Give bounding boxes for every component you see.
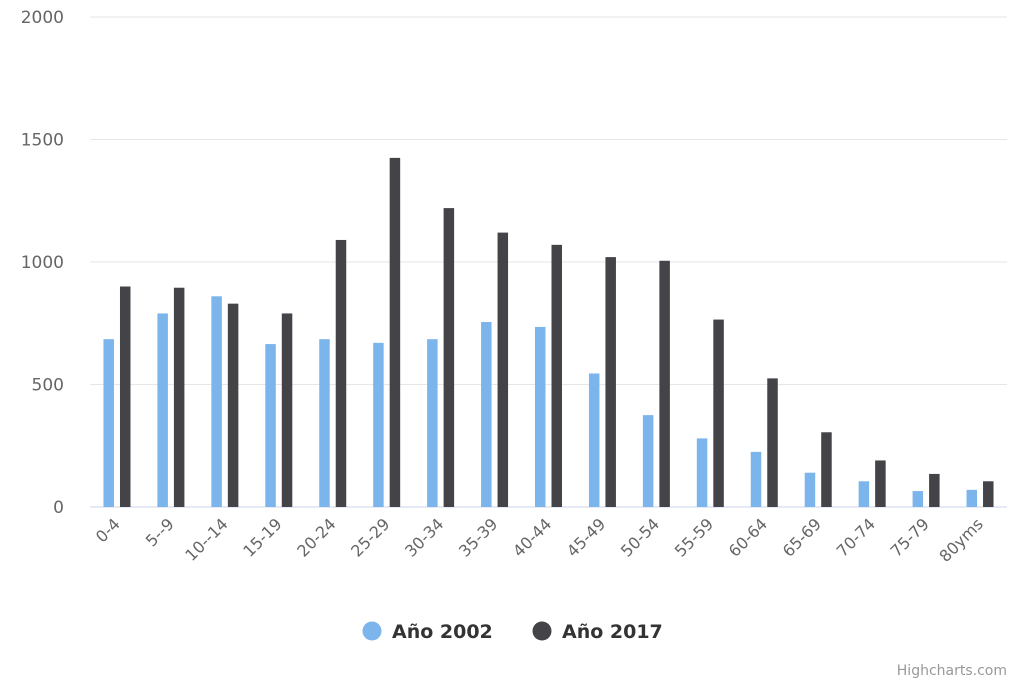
bar-2017-55-59[interactable] [713, 319, 724, 507]
x-tick-label: 80yms [935, 514, 986, 565]
bar-2017-75-79[interactable] [929, 473, 940, 507]
bar-2002-50-54[interactable] [642, 415, 654, 507]
bar-2017-70-74[interactable] [875, 460, 886, 507]
x-tick-label: 20-24 [293, 514, 339, 560]
bar-2017-50-54[interactable] [659, 260, 670, 507]
x-tick-label: 10--14 [181, 514, 231, 564]
bar-2017-45-49[interactable] [605, 257, 616, 507]
x-tick-label: 0-4 [92, 514, 124, 546]
bar-2017-20-24[interactable] [335, 239, 347, 507]
grid-lines [90, 16, 1007, 508]
x-tick-label: 25-29 [347, 514, 393, 560]
bar-2002-40-44[interactable] [535, 326, 546, 507]
y-tick-label: 0 [53, 498, 64, 518]
bar-2002-60-64[interactable] [750, 451, 762, 507]
bar-2002-15-19[interactable] [265, 344, 276, 507]
bar-2002-80yms[interactable] [966, 489, 978, 507]
bar-2017-65-69[interactable] [821, 432, 832, 507]
bar-2017-40-44[interactable] [551, 244, 563, 507]
bar-2002-45-49[interactable] [588, 373, 600, 507]
x-tick-label: 5--9 [142, 514, 178, 550]
bar-2017-10--14[interactable] [227, 303, 239, 507]
bar-2017-15-19[interactable] [281, 313, 293, 507]
x-tick-label: 30-34 [401, 514, 447, 560]
credits-link[interactable]: Highcharts.com [897, 663, 1007, 679]
legend-item-2002[interactable]: Año 2002 [362, 621, 493, 643]
bars [103, 157, 994, 508]
bar-2002-25-29[interactable] [373, 342, 384, 507]
x-axis-labels: 0-4 5--9 10--14 15-19 20-24 25-29 30-34 35-39 40… [92, 514, 987, 565]
y-axis-labels: 0 500 1000 1500 2000 [21, 8, 64, 518]
bar-2002-70-74[interactable] [858, 481, 870, 507]
y-tick-label: 1500 [21, 131, 64, 151]
x-tick-label: 45-49 [563, 514, 609, 560]
x-tick-label: 40-44 [509, 514, 555, 560]
bar-2002-5--9[interactable] [157, 313, 168, 507]
bar-2002-75-79[interactable] [912, 491, 924, 507]
x-tick-label: 55-59 [671, 514, 717, 560]
legend[interactable]: Año 2002 Año 2017 [362, 621, 663, 643]
bar-2002-55-59[interactable] [696, 438, 708, 507]
bar-2002-0-4[interactable] [103, 339, 114, 507]
y-tick-label: 1000 [21, 253, 64, 273]
bar-2017-0-4[interactable] [119, 286, 131, 508]
x-tick-label: 50-54 [617, 514, 663, 560]
bar-2002-20-24[interactable] [319, 339, 330, 507]
bar-2017-60-64[interactable] [767, 378, 778, 507]
bar-2002-65-69[interactable] [804, 472, 816, 507]
bar-2017-35-39[interactable] [497, 232, 509, 507]
x-tick-label: 70-74 [833, 514, 879, 560]
legend-marker [532, 621, 552, 641]
legend-marker [362, 621, 382, 641]
bar-2002-35-39[interactable] [481, 322, 492, 507]
x-tick-label: 15-19 [239, 514, 285, 560]
bar-2017-80yms[interactable] [983, 481, 994, 507]
y-tick-label: 2000 [21, 8, 64, 28]
legend-label: Año 2017 [562, 621, 663, 643]
bar-2002-10--14[interactable] [211, 296, 222, 507]
bar-2002-30-34[interactable] [427, 339, 438, 507]
x-tick-label: 60-64 [725, 514, 771, 560]
legend-item-2017[interactable]: Año 2017 [532, 621, 663, 643]
bar-2017-30-34[interactable] [443, 208, 455, 507]
legend-label: Año 2002 [392, 621, 493, 643]
bar-2017-25-29[interactable] [389, 157, 401, 507]
x-tick-label: 35-39 [455, 514, 501, 560]
bar-2017-5--9[interactable] [173, 287, 185, 507]
y-tick-label: 500 [32, 376, 64, 396]
x-tick-label: 65-69 [779, 514, 825, 560]
x-tick-label: 75-79 [887, 514, 933, 560]
